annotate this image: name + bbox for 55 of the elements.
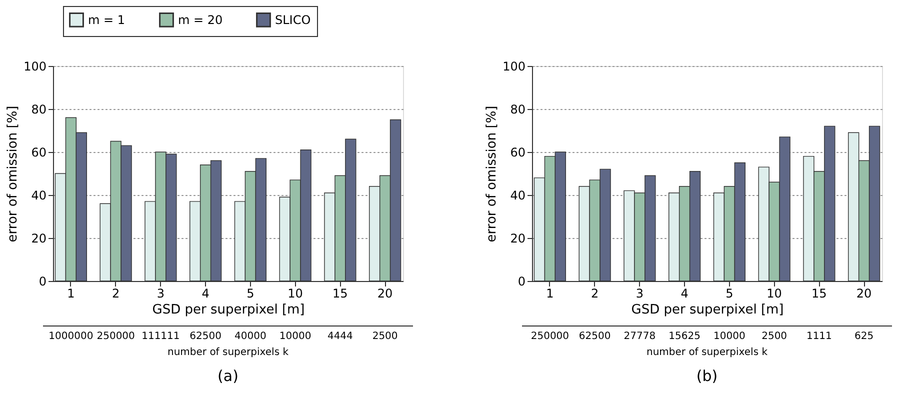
x2-axis-title: number of superpixels k [646,347,768,358]
y-tick-label: 100 [502,60,526,74]
y-tick-label: 100 [24,60,46,74]
y-tick-label: 40 [31,188,46,202]
text: 62500 [578,331,611,342]
y-tick-label: 0 [38,274,46,288]
x-tick-label: 2 [112,286,120,300]
legend-label: m = 1 [88,12,126,27]
y-tick-label: 40 [510,188,526,202]
text: 27778 [624,331,656,342]
x-tick-label: 4 [680,286,688,300]
y-tick-label: 60 [510,146,526,160]
text: 2500 [372,331,398,342]
y-tick-label: 80 [510,102,526,116]
text: 250000 [530,331,570,342]
x-tick-label: 1 [546,286,554,300]
x-tick-label: 5 [246,286,254,300]
x-axis-title: GSD per superpixel [m] [631,302,784,318]
y-axis-title: error of omission [%] [484,106,500,242]
x2-axis-title: number of superpixels k [167,347,289,358]
x-tick-label: 2 [591,286,599,300]
y-tick-label: 60 [31,146,46,160]
y-axis-title: error of omission [%] [6,106,21,242]
text: (b) [696,367,718,385]
text: 10000 [714,331,746,342]
text: 40000 [234,331,266,342]
legend-label: m = 20 [178,12,223,27]
x-tick-label: 10 [766,286,782,300]
x-axis-title: GSD per superpixel [m] [152,302,305,318]
x-tick-label: 1 [67,286,75,300]
y-tick-label: 80 [31,102,46,116]
x-tick-label: 5 [726,286,734,300]
x-tick-label: 10 [288,286,303,300]
text: 10000 [279,331,312,342]
text: 2500 [762,331,788,342]
x-tick-label: 15 [332,286,348,300]
y-tick-label: 20 [31,232,46,246]
legend-label: SLICO [275,12,311,27]
text: (a) [218,367,238,385]
text: 15625 [668,331,700,342]
y-tick-label: 0 [518,274,526,288]
x-tick-label: 20 [377,286,393,300]
x-tick-label: 20 [856,286,872,300]
text: 1000000 [48,331,94,342]
x-tick-label: 15 [812,286,827,300]
text: 111111 [142,331,180,342]
text: 625 [854,331,874,342]
text: 4444 [327,331,353,342]
y-tick-label: 20 [510,232,526,246]
text: 62500 [190,331,222,342]
text: 1111 [806,331,832,342]
x-tick-label: 4 [202,286,210,300]
x-tick-label: 3 [636,286,644,300]
x-tick-label: 3 [156,286,165,300]
text: 250000 [96,331,135,342]
